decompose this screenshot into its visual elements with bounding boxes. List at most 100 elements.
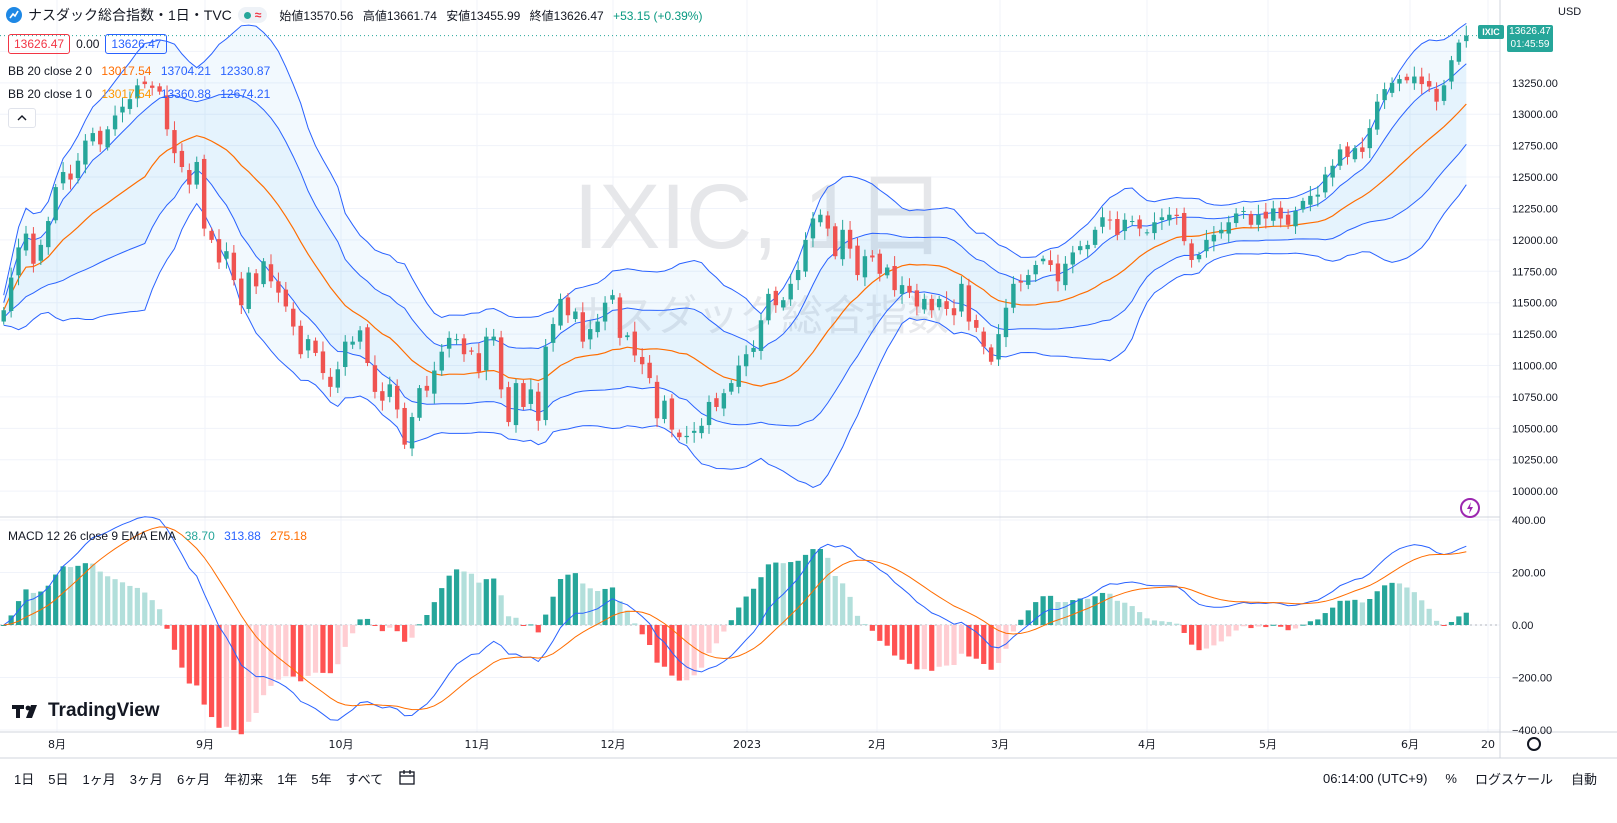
bb2-legend[interactable]: BB 20 close 2 0 13017.54 13704.21 12330.…	[8, 64, 270, 78]
symbol-price-tag: IXIC	[1478, 25, 1504, 39]
macd-hist-bar	[988, 625, 994, 670]
sell-price-box[interactable]: 13626.47	[8, 34, 71, 54]
high-label: 高値	[362, 8, 387, 23]
candle-body	[1003, 307, 1009, 338]
candle-body	[1144, 232, 1150, 234]
candle-body	[573, 311, 578, 320]
candle-body	[1271, 208, 1276, 221]
candle-body	[907, 285, 912, 293]
candle-body	[253, 273, 259, 287]
candle-body	[149, 85, 155, 88]
range-button-6[interactable]: 1年	[277, 771, 298, 787]
candle-body	[1, 310, 6, 322]
calendar-icon[interactable]	[399, 769, 417, 788]
macd-hist-bar	[788, 562, 794, 625]
candle-body	[372, 365, 378, 392]
candle-body	[409, 417, 415, 449]
candle-body	[1330, 165, 1335, 178]
percent-toggle[interactable]: %	[1445, 770, 1457, 786]
candle-body	[209, 230, 214, 240]
buy-price-box[interactable]: 13626.47	[105, 34, 168, 54]
macd-hist-bar	[773, 562, 779, 625]
macd-signal-value: 275.18	[270, 529, 307, 543]
candle-body	[714, 398, 719, 407]
time-tick-label: 2月	[868, 738, 886, 751]
candle-body	[795, 270, 801, 281]
macd-hist-value: 38.70	[184, 529, 215, 543]
currency-label[interactable]: USD	[1558, 6, 1582, 18]
macd-hist-bar	[1456, 616, 1462, 625]
macd-hist-bar	[669, 625, 675, 676]
macd-hist-bar	[1018, 619, 1024, 625]
macd-hist-bar	[67, 567, 74, 625]
macd-hist-bar	[498, 595, 504, 625]
macd-hist-bar	[15, 601, 22, 625]
macd-hist-bar	[1129, 606, 1135, 625]
macd-hist-bar	[439, 588, 445, 625]
candle-body	[402, 407, 407, 445]
candle-body	[528, 389, 534, 404]
candle-body	[974, 320, 979, 328]
candle-body	[417, 388, 422, 418]
macd-hist-bar	[1144, 618, 1150, 625]
log-scale-toggle[interactable]: ログスケール	[1474, 771, 1553, 787]
range-button-7[interactable]: 5年	[311, 771, 332, 787]
candle-body	[1181, 212, 1187, 242]
macd-hist-bar	[1404, 587, 1410, 625]
range-button-1[interactable]: 5日	[48, 771, 69, 787]
macd-hist-bar	[654, 625, 660, 663]
candle-body	[936, 298, 942, 308]
bb2-lower-value: 12330.87	[220, 64, 271, 78]
macd-legend[interactable]: MACD 12 26 close 9 EMA EMA 38.70 313.88 …	[8, 529, 307, 543]
range-button-8[interactable]: すべて	[345, 771, 384, 787]
settings-gear-icon[interactable]	[1527, 737, 1541, 751]
symbol-logo-icon[interactable]	[6, 7, 22, 23]
candle-body	[602, 302, 608, 322]
macd-hist-bar	[1300, 624, 1306, 626]
candle-body	[216, 239, 222, 263]
macd-line-value: 313.88	[224, 529, 261, 543]
candle-body	[135, 85, 140, 99]
clock-readout[interactable]: 06:14:00 (UTC+9)	[1322, 770, 1428, 786]
macd-hist-bar	[1315, 619, 1321, 625]
candle-body	[1441, 85, 1447, 101]
macd-hist-bar	[1389, 582, 1395, 625]
candle-body	[1026, 275, 1031, 285]
macd-hist-bar	[1033, 602, 1039, 625]
symbol-title[interactable]: ナスダック総合指数・1日・TVC	[28, 7, 232, 23]
macd-hist-bar	[298, 625, 304, 682]
market-status-badge[interactable]: ≈	[237, 7, 268, 23]
candle-body	[283, 289, 289, 307]
chart-header: ナスダック総合指数・1日・TVC ≈ 始値13570.56 高値13661.74…	[6, 4, 702, 26]
candle-body	[1159, 217, 1165, 221]
collapse-legend-button[interactable]	[8, 108, 36, 128]
bb1-legend[interactable]: BB 20 close 1 0 13017.54 13360.88 12674.…	[8, 87, 270, 101]
range-button-4[interactable]: 6ヶ月	[176, 771, 211, 787]
macd-hist-bar	[877, 625, 883, 641]
macd-hist-bar	[1374, 591, 1380, 625]
range-button-2[interactable]: 1ヶ月	[82, 771, 116, 787]
price-tick-label: 12000.00	[1512, 235, 1558, 247]
macd-hist-bar	[1382, 585, 1388, 625]
candle-body	[127, 99, 133, 109]
macd-hist-bar	[468, 573, 475, 625]
range-button-0[interactable]: 1日	[14, 771, 35, 787]
signal-line	[3, 526, 1467, 711]
macd-hist-bar	[82, 563, 88, 625]
time-tick-label: 3月	[991, 738, 1009, 751]
macd-hist-bar	[1337, 600, 1343, 625]
auto-scale-toggle[interactable]: 自動	[1570, 771, 1597, 787]
candle-body	[68, 173, 73, 180]
range-button-5[interactable]: 年初来	[224, 771, 264, 787]
macd-hist-bar	[8, 615, 14, 625]
macd-hist-bar	[268, 625, 274, 686]
candle-body	[1464, 35, 1469, 42]
macd-hist-bar	[283, 625, 289, 677]
lightning-icon[interactable]	[1460, 498, 1480, 518]
candle-body	[461, 338, 467, 355]
candle-body	[959, 283, 964, 312]
range-button-3[interactable]: 3ヶ月	[129, 771, 163, 787]
tradingview-logo[interactable]: TradingView	[12, 700, 160, 722]
candle-body	[803, 239, 808, 272]
